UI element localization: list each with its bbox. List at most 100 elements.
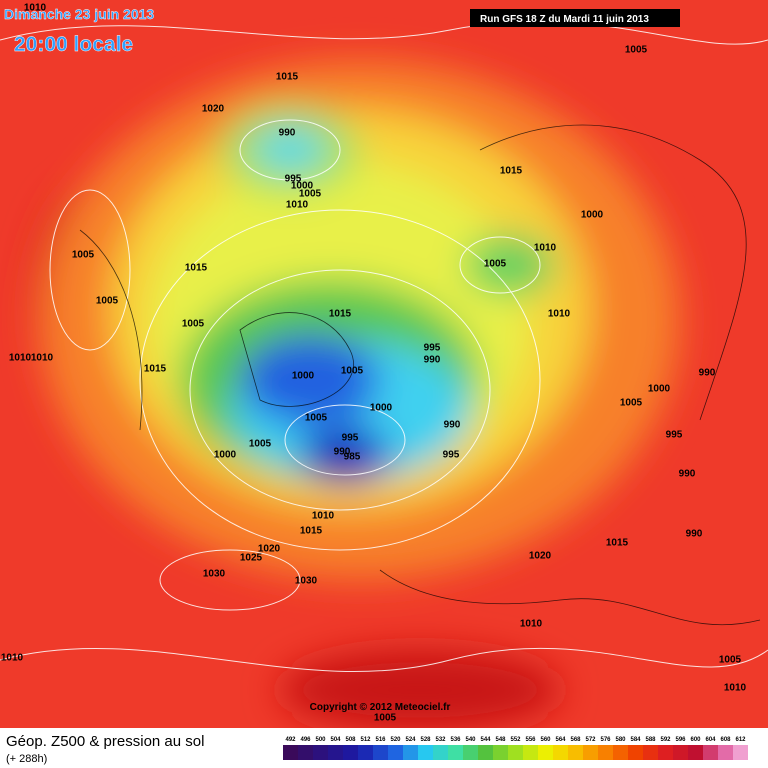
isobar-label: 995 [342, 433, 359, 444]
scale-label: 572 [585, 737, 596, 743]
scale-swatch [298, 745, 313, 760]
isobar-label: 1020 [202, 104, 225, 115]
scale-label: 556 [525, 737, 536, 743]
isobar-label: 990 [279, 128, 296, 139]
isobar-label: 1000 [648, 384, 671, 395]
scale-label: 584 [630, 737, 641, 743]
isobar-label: 1020 [529, 551, 552, 562]
scale-swatch [718, 745, 733, 760]
scale-swatch [553, 745, 568, 760]
scale-label: 492 [285, 737, 296, 743]
scale-label: 588 [645, 737, 656, 743]
scale-swatch [418, 745, 433, 760]
isobar-label: 1010 [9, 353, 32, 364]
isobar-label: 990 [699, 368, 716, 379]
scale-swatch [628, 745, 643, 760]
scale-label: 600 [690, 737, 701, 743]
isobar-label: 1010 [548, 309, 571, 320]
scale-swatch [373, 745, 388, 760]
scale-swatch [523, 745, 538, 760]
isobar-label: 1000 [581, 210, 604, 221]
scale-label: 604 [705, 737, 716, 743]
scale-label: 576 [600, 737, 611, 743]
scale-swatch [463, 745, 478, 760]
isobar-label: 1005 [96, 296, 119, 307]
scale-label: 552 [510, 737, 521, 743]
isobar-label: 1015 [500, 166, 523, 177]
isobar-label: 990 [334, 447, 351, 458]
isobar-label: 1015 [606, 538, 629, 549]
isobar-label: 1005 [620, 398, 643, 409]
isobar-label: 1010 [1, 653, 24, 664]
isobar-label: 1000 [292, 371, 315, 382]
isobar-label: 1010 [724, 683, 747, 694]
scale-swatch [508, 745, 523, 760]
scale-swatch [733, 745, 748, 760]
isobar-label: 1000 [214, 450, 237, 461]
isobar-label: 1005 [182, 319, 205, 330]
scale-label: 520 [390, 737, 401, 743]
isobar-label: 990 [686, 529, 703, 540]
forecast-date: Dimanche 23 juin 2013 [4, 6, 154, 22]
scale-label: 560 [540, 737, 551, 743]
scale-swatch [343, 745, 358, 760]
isobar-label: 1015 [276, 72, 299, 83]
copyright: Copyright © 2012 Meteociel.fr [310, 702, 451, 713]
isobar-label: 1005 [299, 189, 322, 200]
isobar-label: 1005 [249, 439, 272, 450]
color-scale: 492 496 500 504 508 512 516 520 524 528 532 536 540 5… [283, 737, 748, 760]
scale-swatch [448, 745, 463, 760]
isobar-label: 1005 [72, 250, 95, 261]
isobar-label: 1005 [484, 259, 507, 270]
scale-label: 536 [450, 737, 461, 743]
scale-swatch [643, 745, 658, 760]
isobar-label: 1000 [291, 181, 314, 192]
run-info: Run GFS 18 Z du Mardi 11 juin 2013 [480, 14, 649, 25]
isobar-label: 1015 [185, 263, 208, 274]
scale-swatch [688, 745, 703, 760]
scale-label: 596 [675, 737, 686, 743]
scale-label: 612 [735, 737, 746, 743]
isobar-label: 1005 [374, 713, 397, 724]
isobar-label: 1010 [520, 619, 543, 630]
scale-label: 580 [615, 737, 626, 743]
scale-label: 524 [405, 737, 416, 743]
scale-swatch [403, 745, 418, 760]
scale-swatch [568, 745, 583, 760]
isobar-label: 1010 [24, 3, 47, 14]
scale-swatch [283, 745, 298, 760]
isobar-label: 1030 [203, 569, 226, 580]
isobar-label: 1000 [370, 403, 393, 414]
map-field [0, 0, 768, 728]
scale-label: 500 [315, 737, 326, 743]
scale-swatch [583, 745, 598, 760]
scale-swatch [478, 745, 493, 760]
scale-swatch [613, 745, 628, 760]
isobar-labels: 1010100510151020990995100010051010101510… [1, 3, 747, 724]
scale-label: 512 [360, 737, 371, 743]
scale-label: 504 [330, 737, 341, 743]
scale-swatch [703, 745, 718, 760]
scale-swatch [328, 745, 343, 760]
scale-label: 568 [570, 737, 581, 743]
scale-label: 592 [660, 737, 671, 743]
scale-swatch [493, 745, 508, 760]
scale-label: 548 [495, 737, 506, 743]
scale-label: 516 [375, 737, 386, 743]
scale-swatch [538, 745, 553, 760]
isobar-label: 995 [443, 450, 460, 461]
isobar-label: 1020 [258, 544, 281, 555]
isobar-label: 1015 [300, 526, 323, 537]
scale-swatch [433, 745, 448, 760]
isobar-label: 990 [424, 355, 441, 366]
isobar-label: 990 [679, 469, 696, 480]
isobar-label: 990 [444, 420, 461, 431]
isobar-label: 1005 [341, 366, 364, 377]
scale-swatch [388, 745, 403, 760]
scale-label: 508 [345, 737, 356, 743]
scale-label: 608 [720, 737, 731, 743]
isobar-label: 995 [285, 174, 302, 185]
isobar-label: 1025 [240, 553, 263, 564]
scale-swatch [598, 745, 613, 760]
